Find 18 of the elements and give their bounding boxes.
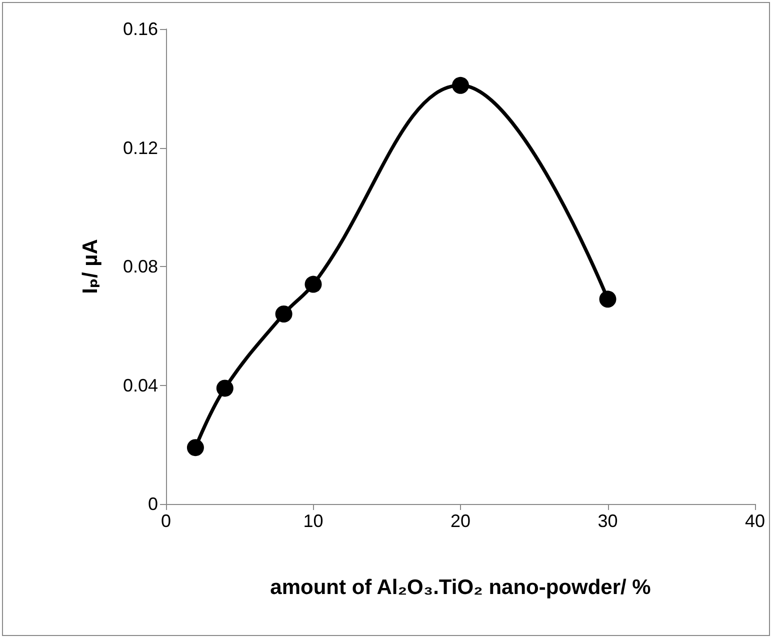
x-tick-label: 40 xyxy=(744,511,766,531)
x-tick-label: 30 xyxy=(598,511,618,531)
y-tick-label: 0.08 xyxy=(122,256,158,276)
point xyxy=(304,276,322,293)
x-tick-label: 20 xyxy=(450,511,471,531)
point xyxy=(216,380,234,397)
y-tick-label: 0.16 xyxy=(122,19,158,39)
y-tick-label: 0 xyxy=(148,494,158,514)
point xyxy=(599,290,616,308)
x-tick-label: 0 xyxy=(160,511,172,531)
point xyxy=(186,439,204,456)
point xyxy=(275,306,292,322)
point xyxy=(452,76,469,94)
y-axis-title: Iₚ/ µA xyxy=(79,239,102,294)
x-axis-title: amount of Al₂O₃.TiO₂ nano-powder/ % xyxy=(270,576,652,599)
x-tick-label: 10 xyxy=(303,511,324,531)
y-tick-label: 0.04 xyxy=(122,375,158,396)
y-tick-label: 0.12 xyxy=(122,138,158,158)
